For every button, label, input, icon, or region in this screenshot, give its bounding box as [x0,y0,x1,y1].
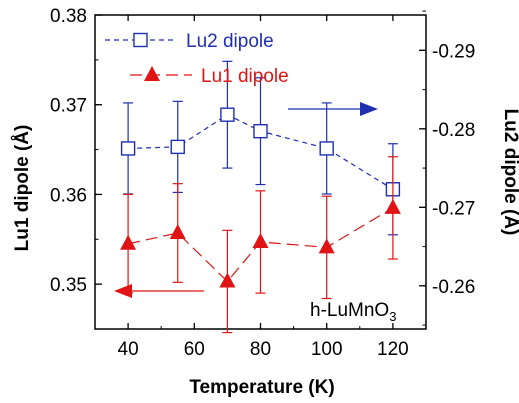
data-point [319,141,334,156]
x-tick-label: 100 [311,339,343,360]
sample-label-subscript: 3 [389,309,396,324]
right-axis-arrow-head [360,102,378,116]
right-y-tick-label: -0.27 [432,198,475,219]
sample-label-main: h-LuMnO [310,300,389,321]
data-point [253,123,268,139]
left-axis-arrow-head [114,284,132,298]
left-y-tick-label: 0.37 [50,96,87,117]
series-lu2-dipole [120,60,401,236]
series-line [128,114,394,190]
data-point [384,198,401,214]
left-y-tick-label: 0.36 [50,185,87,206]
data-point [252,232,269,248]
x-tick-label: 80 [250,339,271,360]
x-tick-label: 60 [184,339,205,360]
data-point [219,272,236,288]
right-y-tick-label: -0.26 [432,277,475,298]
data-point [120,141,136,156]
legend-marker [144,66,160,81]
series-line [127,207,394,283]
x-tick-label: 120 [377,339,409,360]
data-point [169,224,186,240]
series-layer [120,60,401,334]
data-point [318,238,335,254]
left-y-axis: 0.35 0.36 0.37 0.38 [50,6,102,330]
left-y-tick-label: 0.38 [50,6,87,27]
series-lu1-dipole [120,156,401,334]
left-y-tick-label: 0.35 [50,275,87,296]
x-axis: 40 60 80 100 120 [94,15,427,360]
axis-arrows [114,102,378,298]
x-axis-title: Temperature (K) [189,377,334,398]
right-y-tick-label: -0.29 [432,41,475,62]
legend: Lu2 dipole Lu1 dipole [105,31,289,87]
legend-label: Lu2 dipole [186,31,274,52]
data-point [120,234,137,250]
right-y-axis-title: Lu2 dipole (Å) [500,109,519,236]
left-y-axis-title: Lu1 dipole (Å) [12,125,33,252]
right-y-tick-label: -0.28 [432,120,475,141]
x-tick-label: 40 [118,339,139,360]
right-y-axis: -0.26 -0.27 -0.28 -0.29 [419,10,475,326]
legend-label: Lu1 dipole [201,66,289,87]
data-point [220,107,235,122]
sample-label: h-LuMnO3 [310,300,396,324]
data-point [170,139,185,155]
legend-marker [133,32,148,48]
